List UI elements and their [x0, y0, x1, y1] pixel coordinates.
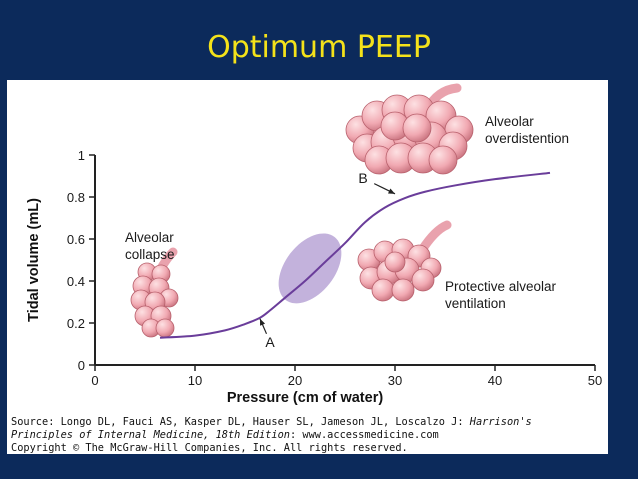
x-tick-label: 0	[91, 373, 98, 388]
source-citation: Source: Longo DL, Fauci AS, Kasper DL, H…	[11, 416, 611, 455]
source-copyright: Copyright © The McGraw-Hill Companies, I…	[11, 442, 408, 454]
label-collapse-line1: Alveolar	[125, 230, 174, 245]
collapsed-alveoli-sac	[155, 318, 175, 338]
x-tick-label: 20	[288, 373, 302, 388]
y-axis-label: Tidal volume (mL)	[26, 198, 42, 322]
label-protective-line1: Protective alveolar	[445, 279, 557, 294]
y-tick-label: 0.6	[67, 232, 85, 247]
source-book-part1: Harrison's	[469, 416, 532, 428]
protective-alveoli-duct	[417, 220, 452, 255]
annotation-a-arrowhead	[260, 318, 266, 326]
illustration-label-protective: Protective alveolar ventilation	[445, 279, 557, 311]
y-tick-label: 0.4	[67, 274, 85, 289]
pressure-volume-curve	[159, 171, 551, 339]
label-overdistention-line2: overdistention	[485, 131, 569, 146]
collapsed-alveoli	[130, 247, 179, 338]
x-tick-label: 30	[388, 373, 402, 388]
source-line-2: Principles of Internal Medicine, 18th Ed…	[11, 429, 611, 442]
label-overdistention-line1: Alveolar	[485, 114, 534, 129]
overdistended-alveoli-sac	[402, 113, 432, 143]
y-tick-label: 0	[78, 358, 85, 373]
y-tick-label: 1	[78, 148, 85, 163]
x-tick-label: 50	[588, 373, 602, 388]
protective-alveoli	[357, 220, 452, 302]
chart: 0 10 20 30 40 50 0 0.2 0.4 0.6 0.8 1 Pressure (cm of…	[26, 83, 602, 406]
figure-panel: 0 10 20 30 40 50 0 0.2 0.4 0.6 0.8 1 Pressure (cm of…	[7, 80, 608, 454]
y-tick-label: 0.2	[67, 316, 85, 331]
source-book-part2: Principles of Internal Medicine, 18th Ed…	[11, 429, 290, 441]
protective-alveoli-sac	[371, 278, 395, 302]
protective-alveoli-sac	[411, 268, 435, 292]
optimum-peep-region	[278, 233, 342, 304]
slide-title: Optimum PEEP	[207, 30, 431, 65]
label-protective-line2: ventilation	[445, 296, 506, 311]
illustration-label-collapse: Alveolar collapse	[125, 230, 175, 262]
illustration-label-overdistention: Alveolar overdistention	[485, 114, 569, 146]
source-url: : www.accessmedicine.com	[289, 429, 439, 441]
alveoli-illustrations	[130, 83, 474, 338]
annotation-b-arrowhead	[388, 188, 395, 194]
label-collapse-line2: collapse	[125, 247, 175, 262]
protective-alveoli-sac	[384, 251, 406, 273]
x-axis-label: Pressure (cm of water)	[227, 390, 384, 406]
x-tick-label: 40	[488, 373, 502, 388]
annotation-a-label: A	[265, 334, 275, 350]
overdistended-alveoli	[345, 83, 474, 175]
source-prefix: Source: Longo DL, Fauci AS, Kasper DL, H…	[11, 416, 470, 428]
source-line-1: Source: Longo DL, Fauci AS, Kasper DL, H…	[11, 416, 611, 429]
y-tick-label: 0.8	[67, 190, 85, 205]
protective-alveoli-sac	[391, 278, 415, 302]
annotation-b-label: B	[358, 170, 367, 186]
overdistended-alveoli-sac	[428, 145, 458, 175]
x-tick-label: 10	[188, 373, 202, 388]
